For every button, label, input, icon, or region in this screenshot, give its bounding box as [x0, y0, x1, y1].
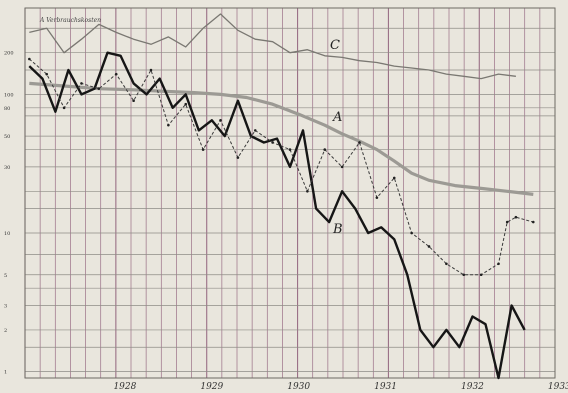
series-label-a: A: [332, 110, 342, 125]
x-tick-label: 1931: [374, 382, 397, 392]
series-point-d: [62, 106, 66, 110]
series-point-d: [410, 231, 413, 235]
y-tick-label: 1: [4, 370, 7, 376]
series-point-d: [184, 102, 188, 106]
series-point-d: [288, 148, 292, 151]
series-point-d: [462, 273, 466, 277]
series-label-c: C: [330, 38, 340, 53]
y-tick-label: 50: [4, 134, 10, 140]
series-point-d: [306, 189, 309, 193]
series-point-d: [97, 87, 101, 90]
series-line-c: [29, 13, 516, 80]
y-tick-label: 200: [4, 51, 14, 57]
series-point-d: [149, 68, 153, 72]
series-point-d: [236, 156, 240, 159]
y-tick-label: 5: [4, 273, 7, 279]
y-tick-label: 100: [4, 92, 14, 98]
x-tick-label: 1930: [287, 382, 310, 392]
series-lines: [28, 13, 535, 380]
series-point-d: [28, 57, 31, 61]
plot-frame: [24, 7, 556, 379]
series-point-d: [358, 141, 361, 144]
x-tick-label: 1933: [548, 382, 568, 392]
series-point-d: [253, 129, 257, 132]
series-point-d: [445, 262, 448, 266]
series-point-d: [132, 99, 135, 103]
y-tick-labels: 200 100 80 50 30 10 5 3 2 1: [4, 51, 14, 376]
series-label-b: B: [332, 222, 343, 237]
series-point-d: [375, 196, 379, 199]
x-tick-label: 1932: [461, 382, 484, 392]
series-point-d: [80, 82, 83, 85]
series-point-d: [531, 220, 535, 224]
series-point-d: [505, 220, 509, 224]
series-line-a: [29, 81, 534, 196]
series-point-d: [167, 123, 170, 127]
x-tick-label: 1928: [113, 382, 136, 392]
corner-note: A Verbrauchskosten: [39, 17, 101, 24]
series-point-d: [323, 148, 327, 151]
y-tick-label: 2: [4, 328, 7, 334]
series-point-d: [340, 165, 344, 169]
series-point-d: [514, 215, 518, 219]
series-line-b: [28, 51, 526, 380]
y-tick-label: 10: [4, 231, 10, 237]
y-tick-label: 3: [4, 304, 7, 310]
series-point-d: [219, 119, 222, 122]
y-tick-label: 80: [4, 106, 10, 112]
series-point-d: [271, 141, 274, 144]
series-point-d: [45, 72, 49, 76]
y-tick-label: 30: [4, 165, 10, 171]
series-point-d: [497, 262, 500, 266]
x-tick-label: 1929: [200, 382, 223, 392]
series-point-d: [427, 245, 431, 248]
x-tick-labels: 1928 1929 1930 1931 1932 1933: [113, 382, 568, 392]
series-point-d: [479, 273, 483, 277]
series-point-d: [201, 148, 205, 151]
series-point-d: [114, 72, 118, 76]
series-point-d: [392, 176, 396, 180]
